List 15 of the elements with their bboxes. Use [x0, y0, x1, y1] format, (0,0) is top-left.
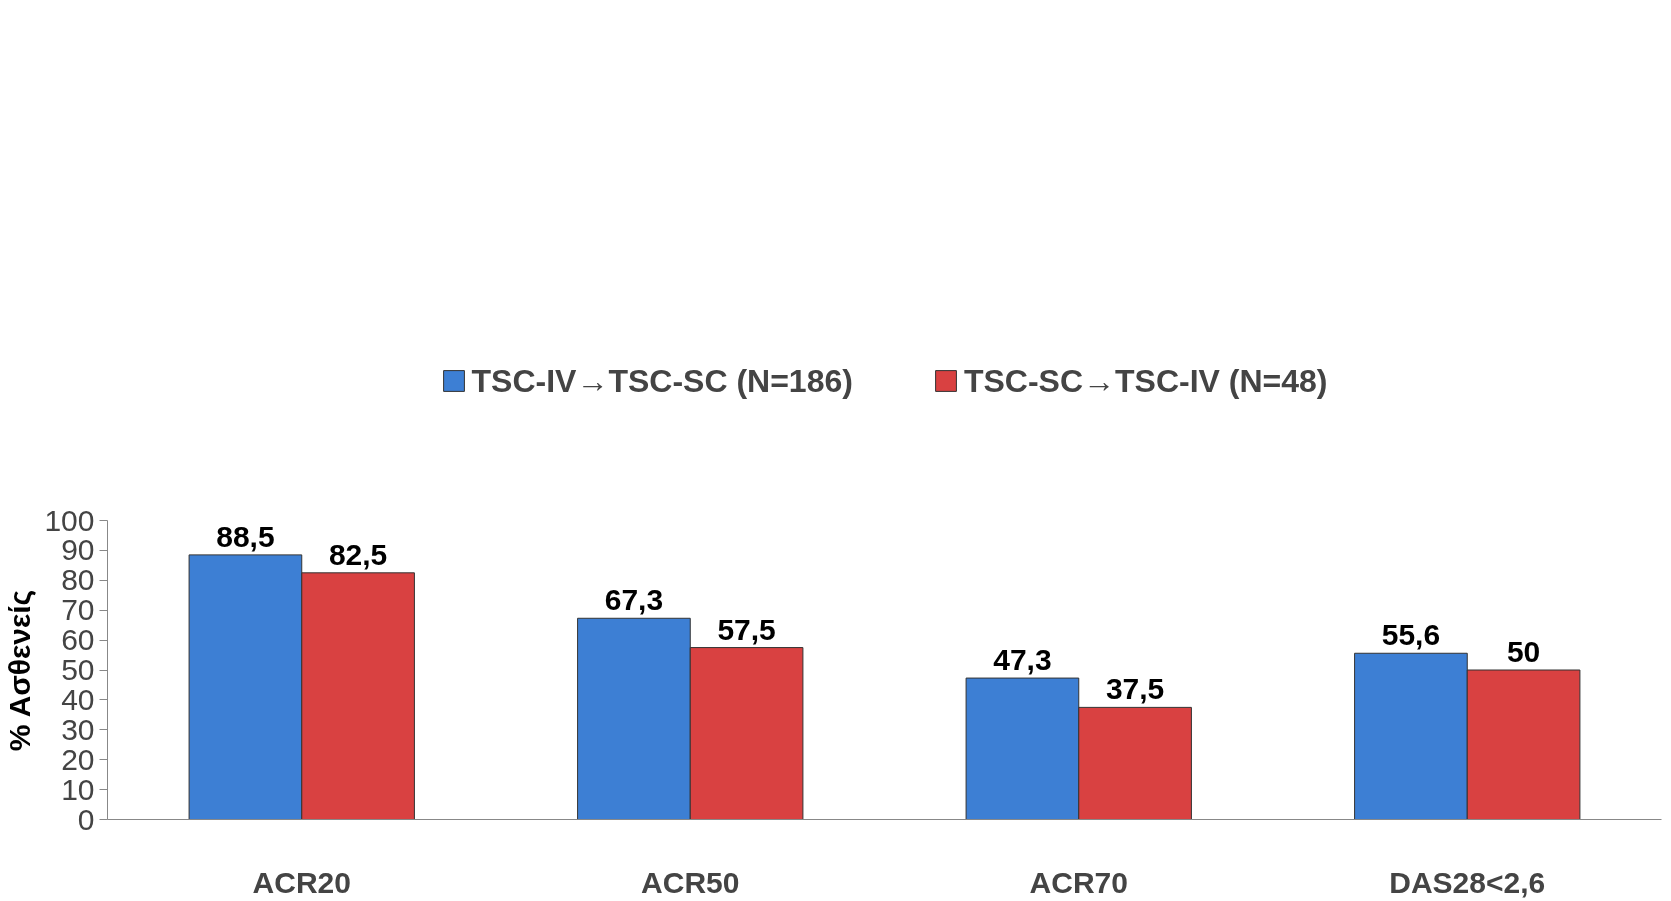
x-tick-label: ACR70 — [1029, 865, 1128, 899]
y-axis-title: % Ασθενείς — [3, 589, 37, 752]
data-label: 82,5 — [328, 537, 388, 571]
data-label: 88,5 — [216, 519, 275, 553]
data-label: 50 — [1506, 635, 1541, 668]
data-label: 55,6 — [1381, 618, 1441, 652]
legend-label: TSC-IV→TSC-SC (N=186) — [471, 362, 853, 400]
data-label: 67,3 — [604, 583, 664, 617]
data-label: 37,5 — [1105, 672, 1165, 706]
data-label: 47,3 — [993, 643, 1052, 677]
x-tick-label: DAS28<2,6 — [1389, 865, 1546, 899]
x-tick-label: ACR20 — [252, 865, 351, 899]
data-label: 57,5 — [717, 612, 776, 646]
legend-label: TSC-SC→TSC-IV (N=48) — [963, 362, 1328, 400]
x-tick-label: ACR50 — [641, 865, 740, 899]
